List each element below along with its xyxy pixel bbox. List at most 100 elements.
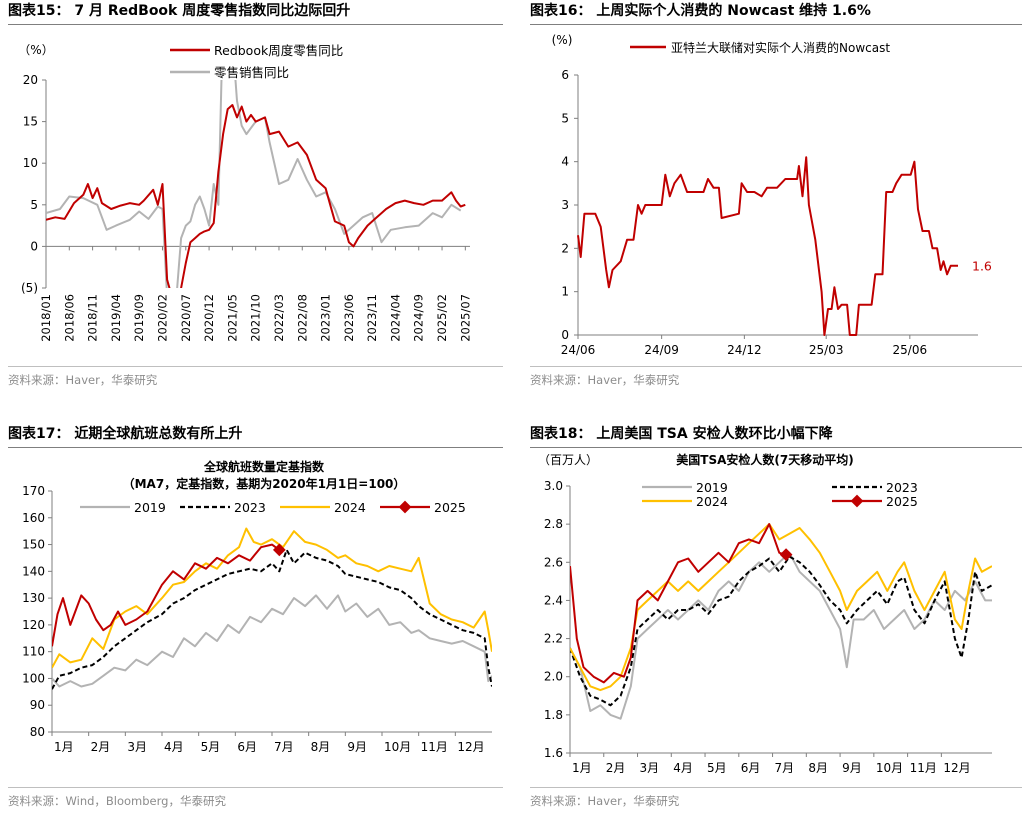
- legend-label: 2023: [886, 480, 918, 495]
- y-tick-label: 10: [23, 156, 38, 170]
- y-tick-label: 1.6: [544, 746, 563, 760]
- x-tick-label: 2021/10: [249, 294, 263, 342]
- legend-label: 零售销售同比: [214, 65, 289, 80]
- x-tick-label: 7月: [775, 761, 795, 775]
- series-end-marker: [779, 548, 793, 562]
- y-tick-label: 3: [561, 198, 569, 212]
- x-tick-label: 2018/06: [62, 294, 76, 342]
- x-tick-label: 2020/02: [155, 294, 169, 342]
- y-tick-label: 2.2: [544, 632, 563, 646]
- y-tick-label: 4: [561, 155, 569, 169]
- y-tick-label: 2.4: [544, 593, 563, 607]
- x-tick-label: 2021/05: [225, 294, 239, 342]
- source-divider: [530, 787, 1022, 788]
- x-tick-label: 10月: [384, 740, 411, 754]
- redbook-chart: 20 15 10 5 0 (5) （%） 2018/01 2018/06 2018/11 2019/…: [18, 43, 472, 342]
- legend-marker: [850, 494, 864, 508]
- x-tick-label: 2022/08: [295, 294, 309, 342]
- x-tick-label: 24/09: [644, 343, 679, 357]
- x-tick-label: 2月: [91, 740, 111, 754]
- x-tick-label: 2024/09: [412, 294, 426, 342]
- series-line-2024: [570, 523, 992, 692]
- panel-nowcast: 图表16： 上周实际个人消费的 Nowcast 维持 1.6% 6 5 4 3 2 1 0 (…: [530, 0, 1025, 395]
- legend-marker: [398, 500, 412, 514]
- plot-lines: [570, 523, 992, 720]
- x-tick-label: 2023/06: [342, 294, 356, 342]
- legend-label: 2025: [434, 500, 466, 515]
- panel-title: 图表17： 近期全球航班总数有所上升: [8, 426, 243, 442]
- y-axis-label: （%）: [18, 43, 53, 57]
- x-tick-label: 24/06: [561, 343, 596, 357]
- title-divider: [530, 24, 1022, 25]
- series-line-2019: [52, 594, 492, 688]
- y-tick-label: 2.8: [544, 517, 563, 531]
- y-tick-label: 5: [561, 111, 569, 125]
- x-tick-label: 5月: [201, 740, 221, 754]
- y-tick-label: 140: [22, 564, 45, 578]
- x-tick-label: 2018/01: [39, 294, 53, 342]
- y-tick-label: 80: [30, 725, 45, 739]
- x-tick-label: 2018/11: [86, 294, 100, 342]
- y-tick-label: 100: [22, 671, 45, 685]
- x-tick-label: 3月: [127, 740, 147, 754]
- plot-lines: [46, 80, 466, 288]
- series-line-2025: [52, 543, 280, 647]
- panel-title: 图表16： 上周实际个人消费的 Nowcast 维持 1.6%: [530, 3, 871, 19]
- flights-chart: 170 160 150 140 130 120 110 100 90 80 1月 2月 3月 4月 5月 6月…: [22, 459, 492, 754]
- y-tick-label: 1: [561, 285, 569, 299]
- chart-title: 全球航班数量定基指数: [203, 459, 325, 474]
- x-tick-label: 2025/07: [458, 294, 472, 342]
- legend-label: 2023: [234, 500, 266, 515]
- title-divider: [8, 24, 503, 25]
- x-tick-label: 4月: [164, 740, 184, 754]
- y-tick-label: 150: [22, 538, 45, 552]
- y-tick-label: 2.0: [544, 670, 563, 684]
- x-tick-label: 2023/01: [319, 294, 333, 342]
- y-axis-label: (%): [552, 33, 573, 47]
- plot-lines: [52, 527, 492, 690]
- x-tick-label: 4月: [673, 761, 693, 775]
- y-tick-label: 2: [561, 241, 569, 255]
- x-tick-label: 6月: [237, 740, 257, 754]
- panel-title: 图表18： 上周美国 TSA 安检人数环比小幅下降: [530, 426, 833, 442]
- x-tick-label: 11月: [910, 761, 937, 775]
- y-tick-label: (5): [21, 281, 38, 295]
- legend-label: Redbook周度零售同比: [214, 43, 343, 58]
- series-line-2024: [52, 527, 492, 669]
- title-divider: [8, 447, 503, 448]
- y-tick-label: 130: [22, 591, 45, 605]
- y-tick-label: 20: [23, 73, 38, 87]
- legend-label: 亚特兰大联储对实际个人消费的Nowcast: [671, 40, 890, 55]
- source-note: 资料来源：Haver，华泰研究: [530, 373, 680, 387]
- y-tick-label: 170: [22, 484, 45, 498]
- x-tick-label: 9月: [347, 740, 367, 754]
- series-end-marker: [272, 543, 286, 557]
- y-tick-label: 110: [22, 645, 45, 659]
- y-tick-label: 3.0: [544, 479, 563, 493]
- source-divider: [8, 787, 503, 788]
- x-tick-label: 10月: [876, 761, 903, 775]
- x-tick-label: 25/06: [893, 343, 928, 357]
- y-tick-label: 120: [22, 618, 45, 632]
- x-tick-label: 2020/12: [202, 294, 216, 342]
- y-tick-label: 6: [561, 68, 569, 82]
- y-tick-label: 5: [30, 198, 38, 212]
- nowcast-chart: 6 5 4 3 2 1 0 (%) 24/06 24/09 24/12 25/03 25/06 1.6 亚特…: [552, 33, 992, 357]
- x-tick-label: 8月: [808, 761, 828, 775]
- x-tick-label: 2月: [606, 761, 626, 775]
- legend-label: 2024: [334, 500, 366, 515]
- tsa-chart: 3.0 2.8 2.6 2.4 2.2 2.0 1.8 1.6 1月 2月 3月 4月 5月 6月 7月 8月…: [538, 452, 992, 775]
- y-tick-label: 0: [561, 328, 569, 342]
- legend-label: 2024: [696, 494, 728, 509]
- x-tick-label: 8月: [311, 740, 331, 754]
- x-tick-label: 11月: [421, 740, 448, 754]
- legend-label: 2019: [134, 500, 166, 515]
- source-divider: [8, 366, 503, 367]
- panel-title: 图表15： 7 月 RedBook 周度零售指数同比边际回升: [8, 3, 351, 19]
- x-tick-label: 2022/03: [272, 294, 286, 342]
- chart-subtitle: （MA7，定基指数，基期为2020年1月1日=100）: [123, 476, 406, 491]
- y-tick-label: 2.6: [544, 555, 563, 569]
- y-tick-label: 1.8: [544, 708, 563, 722]
- x-tick-label: 7月: [274, 740, 294, 754]
- x-tick-label: 2023/11: [365, 294, 379, 342]
